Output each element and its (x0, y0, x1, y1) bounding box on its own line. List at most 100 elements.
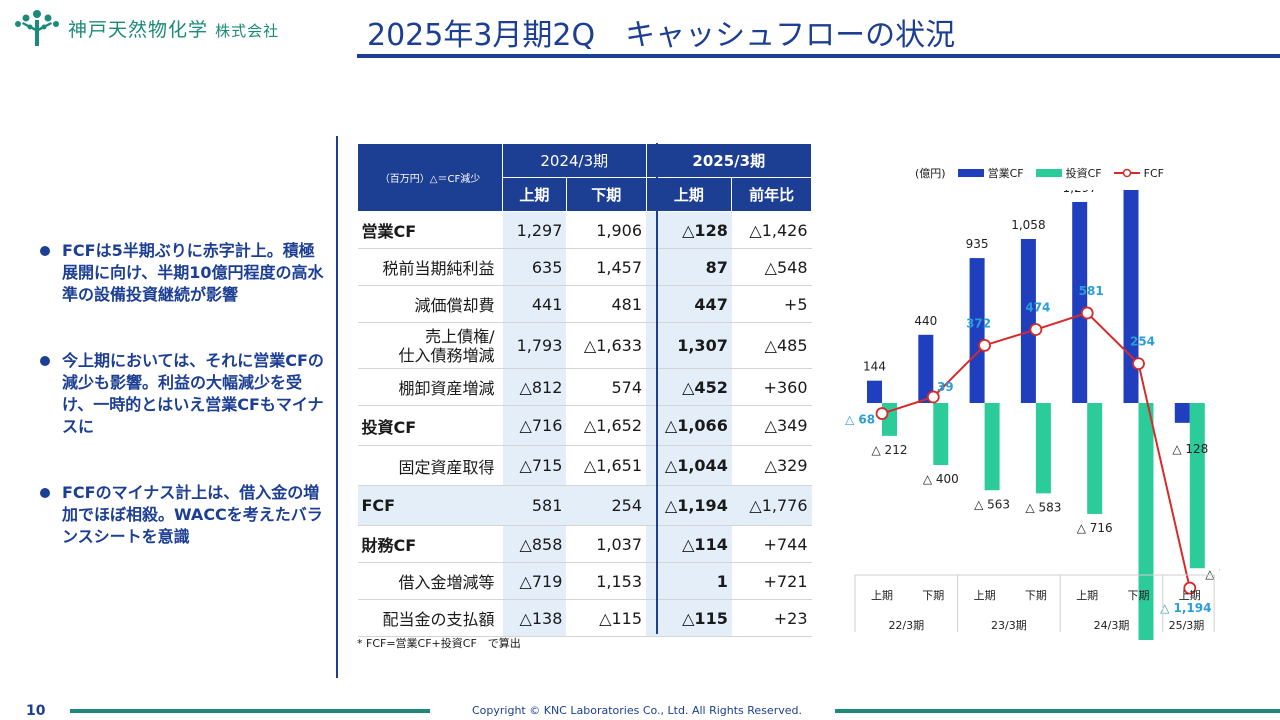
title-underline (357, 54, 1280, 58)
period-2025-header: 2025/3期 (645, 143, 813, 178)
col-yoy-header: 前年比 (731, 177, 812, 212)
fcf-label: 39 (937, 380, 954, 394)
fcf-point (1132, 357, 1145, 371)
bar-op-cf (969, 258, 985, 403)
bar-inv-cf (1087, 403, 1103, 514)
legend-item-fcf: FCF (1113, 167, 1164, 180)
table-row: 配当金の支払額 △138 △115 △115 +23 (357, 599, 812, 637)
cell-value: 574 (566, 368, 647, 406)
row-label: 配当金の支払額 (357, 599, 503, 637)
fcf-point (926, 390, 940, 404)
legend-swatch-inv (1035, 169, 1062, 177)
cell-value: 1,307 (646, 322, 732, 369)
fcf-point (1080, 306, 1094, 320)
unit-header: （百万円）△＝CF減少 (357, 143, 503, 212)
cell-value: △349 (731, 405, 812, 446)
fcf-label: 474 (1025, 301, 1050, 315)
bar-inv-cf (1189, 403, 1205, 569)
inv-cf-label: △ 716 (1077, 521, 1113, 535)
cell-value: 441 (502, 285, 567, 323)
bar-op-cf (1020, 239, 1036, 403)
x-tick-label: 上期 (1076, 589, 1098, 602)
company-name: 神戸天然物化学 株式会社 (68, 18, 280, 41)
table-row: 売上債権/ 仕入債務増減 1,793 △1,633 1,307 △485 (357, 322, 812, 369)
bullet-dot-icon (40, 488, 50, 498)
row-label: 借入金増減等 (357, 562, 503, 600)
table-row: 借入金増減等 △719 1,153 1 +721 (357, 562, 812, 600)
cell-value: △812 (502, 368, 567, 406)
cell-value: △115 (646, 599, 732, 637)
cell-value: △719 (502, 562, 567, 600)
section-divider (336, 136, 338, 678)
cell-value: 447 (646, 285, 732, 323)
cell-value: 87 (646, 248, 732, 286)
group-label: 23/3期 (991, 619, 1027, 632)
cell-value: △715 (502, 445, 567, 486)
page-title: 2025年3月期2Q キャッシュフローの状況 (367, 18, 956, 53)
inv-cf-label: △ 400 (923, 472, 959, 486)
cell-value: 1,153 (566, 562, 647, 600)
op-cf-label: 144 (863, 360, 886, 374)
cell-value: △114 (646, 525, 732, 563)
inv-cf-label: △ 1,066 (1205, 567, 1220, 581)
fcf-label: △ 1,194 (1160, 601, 1211, 615)
legend-unit: (億円) (915, 167, 946, 180)
x-tick-label: 上期 (974, 589, 996, 602)
inv-cf-label: △ 583 (1025, 500, 1061, 514)
row-label: 財務CF (357, 525, 503, 563)
cell-value: +721 (731, 562, 812, 600)
cell-value: △115 (566, 599, 647, 637)
cashflow-table: （百万円）△＝CF減少 2024/3期 2025/3期 上期 下期 上期 前年比… (357, 143, 813, 637)
legend-swatch-fcf (1113, 168, 1140, 178)
bar-op-cf (1072, 201, 1088, 403)
inv-cf-label: △ 212 (872, 443, 908, 457)
op-cf-label: 440 (914, 314, 937, 328)
legend-item-inv: 投資CF (1035, 165, 1102, 181)
bar-inv-cf (984, 403, 1000, 491)
group-label: 24/3期 (1094, 619, 1130, 632)
row-label: 売上債権/ 仕入債務増減 (357, 322, 503, 369)
table-row: 投資CF △716 △1,652 △1,066 △349 (357, 405, 812, 446)
row-label: FCF (357, 485, 503, 526)
cell-value: △138 (502, 599, 567, 637)
fcf-label: △ 68 (845, 413, 875, 427)
x-tick-label: 上期 (871, 589, 893, 602)
legend-item-op: 営業CF (957, 165, 1024, 181)
cell-value: △329 (731, 445, 812, 486)
table-row: 固定資産取得 △715 △1,651 △1,044 △329 (357, 445, 812, 486)
company-logo: 神戸天然物化学 株式会社 (12, 8, 279, 48)
table-row: 棚卸資産増減 △812 574 △452 +360 (357, 368, 812, 406)
bar-inv-cf (933, 403, 949, 465)
cell-value: △1,652 (566, 405, 647, 446)
group-label: 25/3期 (1169, 619, 1205, 632)
cell-value: 254 (566, 485, 647, 526)
bar-inv-cf (1035, 403, 1051, 494)
cell-value: 1 (646, 562, 732, 600)
row-label: 営業CF (357, 211, 503, 249)
row-label: 投資CF (357, 405, 503, 446)
bullet-item: FCFのマイナス計上は、借入金の増加でほぼ相殺。WACCを考えたバランスシートを… (40, 482, 330, 548)
cell-value: △1,651 (566, 445, 647, 486)
bullet-dot-icon (40, 246, 50, 256)
footer-rule-right (835, 709, 1280, 713)
cell-value: △1,776 (731, 485, 812, 526)
cell-value: △452 (646, 368, 732, 406)
cell-value: +360 (731, 368, 812, 406)
x-tick-label: 下期 (922, 589, 944, 602)
fcf-label: 372 (966, 316, 991, 330)
cell-value: 1,037 (566, 525, 647, 563)
cell-value: △485 (731, 322, 812, 369)
cell-value: 1,297 (502, 211, 567, 249)
cell-value: △548 (731, 248, 812, 286)
row-label: 棚卸資産増減 (357, 368, 503, 406)
fcf-point (1029, 323, 1043, 336)
footer-rule-left (70, 709, 430, 713)
cell-value: △1,194 (646, 485, 732, 526)
row-label: 固定資産取得 (357, 445, 503, 486)
inv-cf-label: △ 563 (974, 497, 1010, 511)
col-h1-header: 上期 (502, 177, 567, 212)
bullet-item: FCFは5半期ぶりに赤字計上。積極展開に向け、半期10億円程度の高水準の設備投資… (40, 240, 330, 306)
cell-value: +5 (731, 285, 812, 323)
table-row: 税前当期純利益 635 1,457 87 △548 (357, 248, 812, 286)
chart-legend: (億円) 営業CF 投資CF FCF (915, 165, 1164, 181)
